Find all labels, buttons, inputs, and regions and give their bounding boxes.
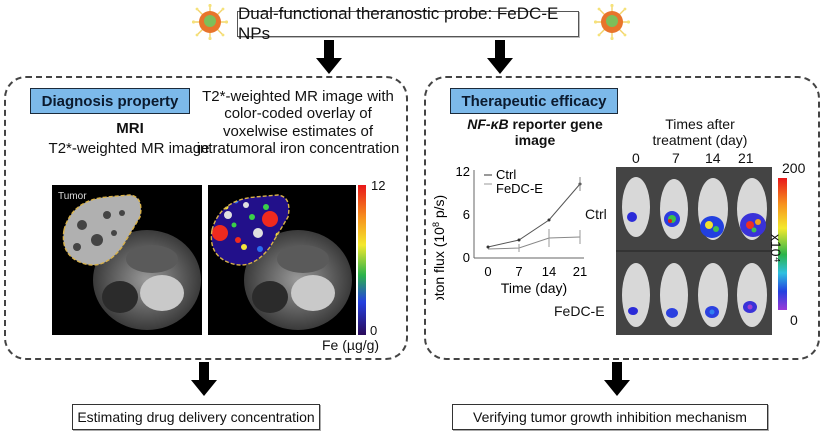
down-arrow-icon-therapeutic [604,362,630,396]
down-arrow-icon-diagnosis [191,362,217,396]
therapeutic-efficacy-label: Therapeutic efficacy [450,88,618,114]
bioluminescence-image-grid [616,167,772,335]
row-label-ctrl: Ctrl [585,206,607,222]
probe-title-box: Dual-functional theranostic probe: FeDC-… [237,4,579,43]
diagnosis-panel [4,76,408,360]
nanoparticle-icon-right [594,4,630,40]
fe-colorbar-max: 12 [371,178,386,193]
fe-colorbar-unit: Fe (µg/g) [322,337,380,353]
outcome-diagnosis-text: Estimating drug delivery concentration [77,409,315,425]
fe-colorbar [358,185,366,335]
diagnosis-property-label: Diagnosis property [30,88,190,114]
svg-text:21: 21 [573,264,587,279]
reporter-gene-title-rest: reporter gene image [508,116,603,149]
photon-flux-chart: Photon flux (108 p/s) 12 6 0 0 7 14 21 T… [431,164,587,300]
down-arrow-icon-right [487,40,513,74]
time-col-0: 0 [632,150,640,166]
outcome-therapeutic-text: Verifying tumor growth inhibition mechan… [473,409,747,425]
nanoparticle-icon-left [192,4,228,40]
diagnosis-property-text: Diagnosis property [41,92,179,110]
svg-text:0: 0 [463,250,470,265]
svg-text:Photon flux (108 p/s): Photon flux (108 p/s) [431,195,447,300]
photon-colorbar-max: 200 [782,160,806,176]
overlay-image-caption: T2*-weighted MR image with color-coded o… [196,88,400,157]
time-col-14: 14 [705,150,721,166]
mri-image-caption: T2*-weighted MR image [48,140,210,157]
therapeutic-panel [424,76,820,360]
svg-text:6: 6 [463,207,470,222]
time-col-7: 7 [672,150,680,166]
time-col-21: 21 [738,150,754,166]
svg-text:0: 0 [484,264,491,279]
legend-ctrl: Ctrl [496,167,516,182]
row-label-fedce: FeDC-E [554,303,605,319]
photon-colorbar-unit: x10⁴ [768,234,784,263]
svg-text:7: 7 [515,264,522,279]
svg-text:12: 12 [456,164,470,179]
therapeutic-efficacy-text: Therapeutic efficacy [461,92,607,110]
t2-weighted-mri-image: Tumor [52,185,202,335]
nfkb-label: NF-κB [467,116,509,132]
outcome-therapeutic-box: Verifying tumor growth inhibition mechan… [452,404,768,430]
legend-fedce: FeDC-E [496,181,543,196]
times-after-treatment-header: Times after treatment (day) [652,116,748,149]
tumor-label: Tumor [58,191,87,202]
photon-colorbar-min: 0 [790,312,798,328]
reporter-gene-title: NF-κB reporter gene image [460,116,610,148]
probe-title: Dual-functional theranostic probe: FeDC-… [238,4,559,43]
modality-label: MRI [116,120,144,137]
fe-colorbar-min: 0 [370,323,378,338]
photon-colorbar [778,178,787,310]
svg-text:14: 14 [542,264,556,279]
iron-overlay-mri-image [208,185,356,335]
svg-text:Time (day): Time (day) [501,280,567,296]
outcome-diagnosis-box: Estimating drug delivery concentration [72,404,320,430]
down-arrow-icon-left [316,40,342,74]
